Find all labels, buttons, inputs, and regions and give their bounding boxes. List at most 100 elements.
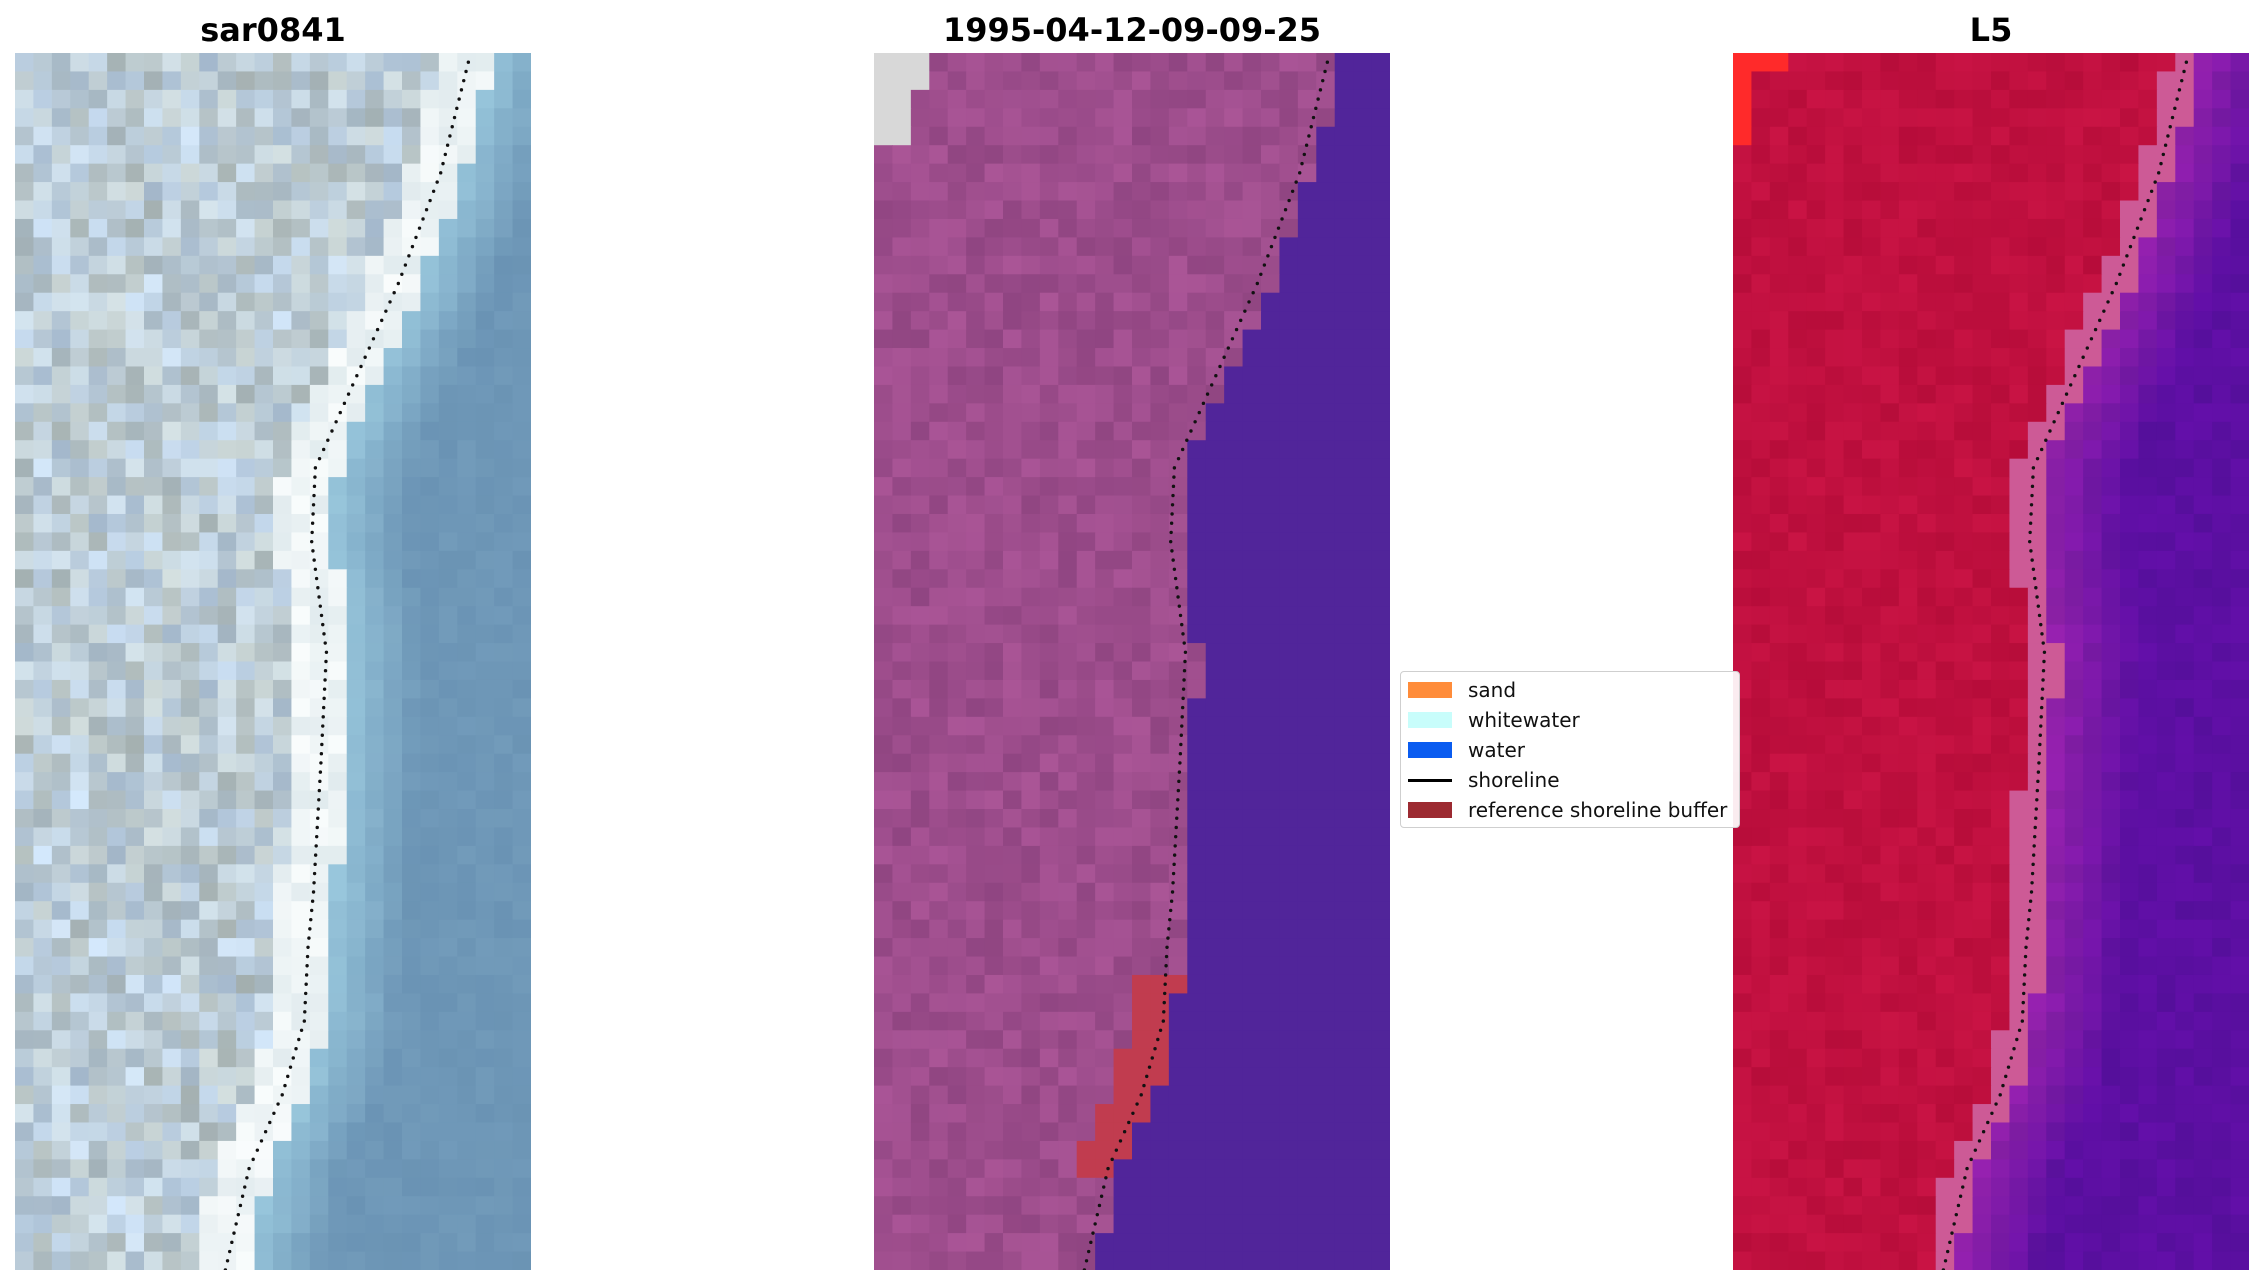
classified-pixel <box>1113 1067 1133 1087</box>
image-pixel <box>236 1104 256 1124</box>
image-pixel <box>88 311 108 331</box>
classified-pixel <box>1316 550 1336 570</box>
image-pixel <box>346 753 366 773</box>
index-pixel <box>2138 624 2158 644</box>
classified-pixel <box>947 237 967 257</box>
classified-pixel <box>1003 1251 1023 1270</box>
classified-pixel <box>1132 993 1152 1013</box>
classified-pixel <box>947 1159 967 1179</box>
classified-pixel <box>1095 1251 1115 1270</box>
image-pixel <box>494 1085 514 1105</box>
index-pixel <box>2064 274 2084 294</box>
image-pixel <box>15 311 35 331</box>
image-pixel <box>236 1251 256 1270</box>
index-pixel <box>1751 624 1771 644</box>
image-pixel <box>107 772 127 792</box>
index-pixel <box>2027 218 2047 238</box>
classified-pixel <box>1132 698 1152 718</box>
image-pixel <box>217 458 237 478</box>
index-pixel <box>2212 53 2232 73</box>
classified-pixel <box>1076 200 1096 220</box>
index-pixel <box>2193 679 2213 699</box>
shoreline-point <box>316 816 320 820</box>
index-pixel <box>2083 163 2103 183</box>
classified-pixel <box>1058 569 1078 589</box>
index-pixel <box>1898 440 1918 460</box>
index-pixel <box>1972 311 1992 331</box>
classified-pixel <box>1316 366 1336 386</box>
image-pixel <box>125 550 145 570</box>
classified-pixel <box>1187 624 1207 644</box>
classified-pixel <box>1187 1011 1207 1031</box>
index-pixel <box>1880 255 1900 275</box>
image-pixel <box>15 1048 35 1068</box>
index-pixel <box>2120 292 2140 312</box>
image-pixel <box>254 182 274 202</box>
classified-pixel <box>1187 89 1207 109</box>
index-pixel <box>1935 679 1955 699</box>
index-pixel <box>1917 108 1937 128</box>
index-pixel <box>2009 495 2029 515</box>
image-pixel <box>475 1122 495 1142</box>
image-pixel <box>254 1085 274 1105</box>
image-pixel <box>346 237 366 257</box>
image-pixel <box>254 292 274 312</box>
index-pixel <box>1917 200 1937 220</box>
classified-pixel <box>966 513 986 534</box>
index-pixel <box>1954 606 1974 626</box>
image-pixel <box>420 145 440 165</box>
image-pixel <box>273 569 293 589</box>
classified-pixel <box>910 440 930 460</box>
index-pixel <box>2212 384 2232 404</box>
shoreline-point <box>310 530 314 535</box>
classified-pixel <box>910 882 930 902</box>
index-pixel <box>2193 495 2213 515</box>
classified-pixel <box>1150 513 1170 534</box>
image-pixel <box>51 145 71 165</box>
image-pixel <box>346 1214 366 1234</box>
image-pixel <box>70 329 90 349</box>
image-pixel <box>162 1196 182 1216</box>
classified-pixel <box>1242 1067 1262 1087</box>
image-pixel <box>15 1214 35 1234</box>
classified-pixel <box>1095 882 1115 902</box>
index-pixel <box>2193 366 2213 386</box>
index-pixel <box>1843 513 1863 534</box>
image-pixel <box>33 348 53 368</box>
classified-pixel <box>910 311 930 331</box>
image-pixel <box>162 163 182 183</box>
classified-pixel <box>1003 237 1023 257</box>
image-pixel <box>199 477 219 497</box>
index-pixel <box>2230 587 2249 607</box>
index-pixel <box>1806 329 1826 349</box>
shoreline-point <box>238 1203 243 1208</box>
index-pixel <box>2120 384 2140 404</box>
index-pixel <box>2212 89 2232 109</box>
classified-pixel <box>1316 71 1336 91</box>
index-pixel <box>1733 550 1753 570</box>
image-pixel <box>254 1048 274 1068</box>
image-pixel <box>346 182 366 202</box>
image-pixel <box>365 292 385 312</box>
index-pixel <box>2120 366 2140 386</box>
image-pixel <box>144 1159 164 1179</box>
image-pixel <box>107 1048 127 1068</box>
image-pixel <box>420 698 440 718</box>
image-pixel <box>236 1140 256 1160</box>
image-pixel <box>402 274 422 294</box>
classified-pixel <box>1224 477 1244 497</box>
classified-pixel <box>984 1140 1004 1160</box>
image-pixel <box>475 1251 495 1270</box>
image-pixel <box>328 1177 348 1197</box>
classified-pixel <box>1003 569 1023 589</box>
classified-pixel <box>1150 182 1170 202</box>
index-pixel <box>1991 200 2011 220</box>
classified-pixel <box>1132 772 1152 792</box>
image-pixel <box>475 643 495 663</box>
image-pixel <box>328 53 348 73</box>
classified-pixel <box>1279 384 1299 404</box>
classified-pixel <box>1224 1011 1244 1031</box>
image-pixel <box>217 440 237 460</box>
shoreline-point <box>1247 300 1251 304</box>
index-pixel <box>2046 182 2066 202</box>
